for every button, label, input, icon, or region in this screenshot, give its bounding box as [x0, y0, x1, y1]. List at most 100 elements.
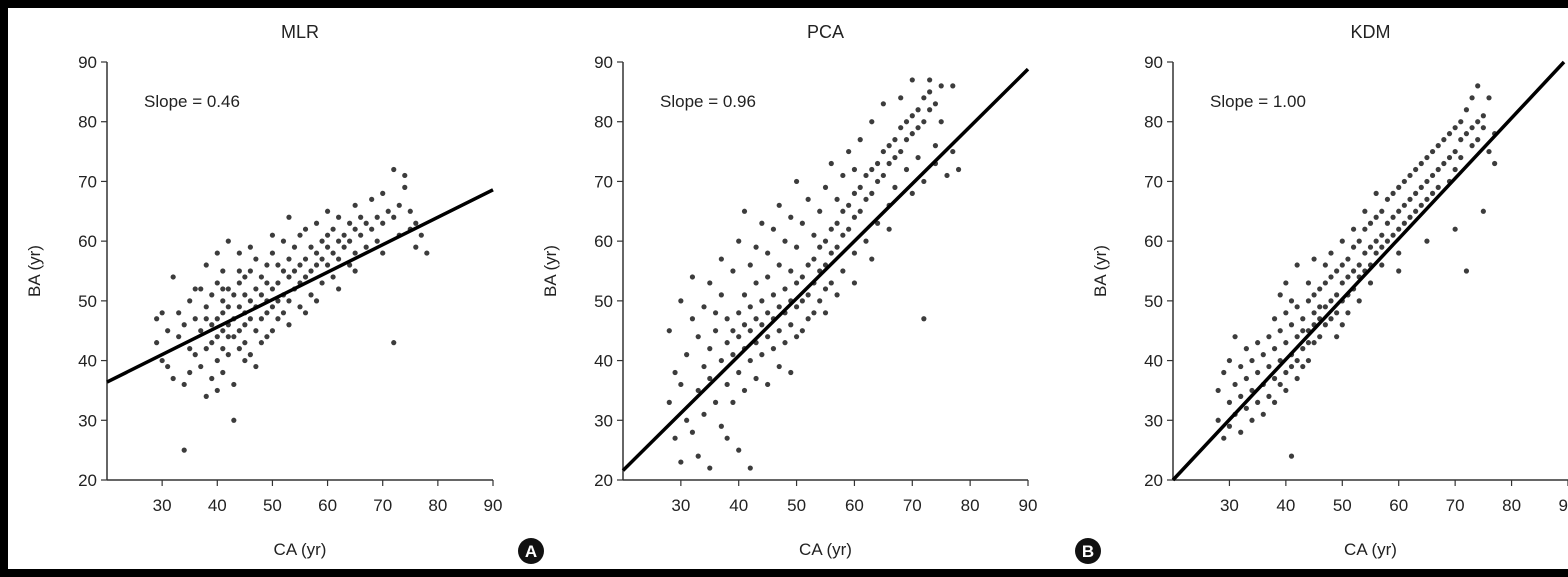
data-point [247, 352, 253, 358]
data-point [286, 256, 292, 262]
data-point [765, 250, 771, 256]
data-point [892, 184, 898, 190]
data-point [666, 328, 672, 334]
data-point [1345, 274, 1351, 280]
data-point [396, 202, 402, 208]
data-point [176, 334, 182, 340]
data-point [363, 220, 369, 226]
y-tick-label: 50 [594, 292, 613, 311]
data-point [1271, 399, 1278, 405]
data-point [308, 292, 314, 298]
x-tick-label: 90 [484, 496, 503, 515]
data-point [203, 316, 209, 322]
data-point [391, 166, 397, 173]
data-point [192, 286, 198, 292]
data-point [269, 304, 276, 310]
data-point [1446, 131, 1453, 137]
data-point [846, 148, 852, 155]
data-point [1243, 346, 1249, 352]
data-point [1266, 363, 1272, 370]
data-point [1288, 298, 1295, 304]
data-point [707, 280, 713, 286]
data-point [253, 256, 259, 262]
data-point [380, 190, 386, 196]
data-point [718, 292, 724, 298]
data-point [347, 238, 353, 244]
data-point [1255, 369, 1261, 376]
data-point [759, 298, 765, 304]
data-point [258, 292, 264, 298]
data-point [1429, 148, 1436, 155]
data-point [1271, 375, 1278, 382]
data-point [269, 328, 276, 334]
data-point [1475, 119, 1481, 125]
data-point [280, 268, 287, 274]
data-point [236, 328, 242, 334]
data-point [220, 346, 226, 352]
data-point [736, 369, 742, 376]
data-point [857, 208, 863, 214]
data-point [765, 310, 771, 316]
data-point [1243, 405, 1249, 411]
data-point [154, 316, 160, 322]
data-point [1283, 369, 1289, 376]
data-point [324, 232, 331, 238]
data-point [840, 208, 846, 214]
data-point [759, 322, 765, 328]
data-point [1356, 298, 1362, 304]
data-point [1232, 334, 1238, 340]
data-point [264, 310, 270, 316]
data-point [689, 274, 696, 280]
x-tick-label: 30 [671, 496, 690, 515]
data-point [275, 280, 281, 286]
data-point [203, 393, 209, 399]
y-tick-label: 20 [1144, 471, 1163, 490]
data-point [413, 244, 419, 250]
data-point [1339, 238, 1345, 244]
data-point [805, 262, 811, 268]
data-point [903, 137, 910, 143]
data-point [747, 357, 753, 364]
data-point [799, 220, 805, 226]
data-point [1413, 166, 1419, 173]
data-point [765, 274, 771, 280]
data-point [424, 250, 430, 256]
data-point [898, 125, 904, 131]
data-point [718, 423, 724, 429]
data-point [915, 107, 921, 113]
data-point [231, 381, 237, 388]
data-point [1339, 280, 1345, 286]
data-point [220, 298, 226, 304]
x-tick-label: 50 [1333, 496, 1352, 515]
data-point [1288, 322, 1295, 328]
data-point [181, 447, 187, 453]
data-point [805, 196, 811, 202]
data-point [684, 417, 690, 423]
data-point [874, 160, 881, 167]
data-point [776, 363, 782, 370]
data-point [341, 244, 347, 250]
data-point [247, 244, 253, 250]
data-point [209, 322, 215, 328]
data-point [1413, 208, 1419, 214]
data-point [319, 238, 325, 244]
y-tick-label: 70 [1144, 172, 1163, 191]
slope-annotation: Slope = 0.96 [660, 92, 756, 111]
data-point [909, 77, 915, 83]
data-point [231, 334, 237, 340]
data-point [1458, 137, 1464, 143]
data-point [286, 298, 292, 304]
data-point [225, 238, 231, 244]
x-tick-label: 30 [1220, 496, 1239, 515]
data-point [932, 143, 939, 149]
data-point [236, 346, 242, 352]
data-point [950, 148, 956, 155]
panel-badge [1075, 538, 1101, 564]
data-point [851, 190, 858, 196]
scatter-charts: 20 30 40 50 60 70 80 90 30 40 50 60 70 80 90 MLR CA (yr)… [25, 22, 1568, 564]
data-point [863, 196, 869, 202]
data-point [793, 244, 800, 250]
data-point [834, 292, 840, 298]
data-point [927, 107, 933, 113]
data-point [1305, 357, 1312, 364]
